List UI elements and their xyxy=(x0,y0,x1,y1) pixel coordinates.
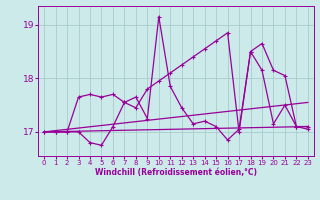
X-axis label: Windchill (Refroidissement éolien,°C): Windchill (Refroidissement éolien,°C) xyxy=(95,168,257,177)
